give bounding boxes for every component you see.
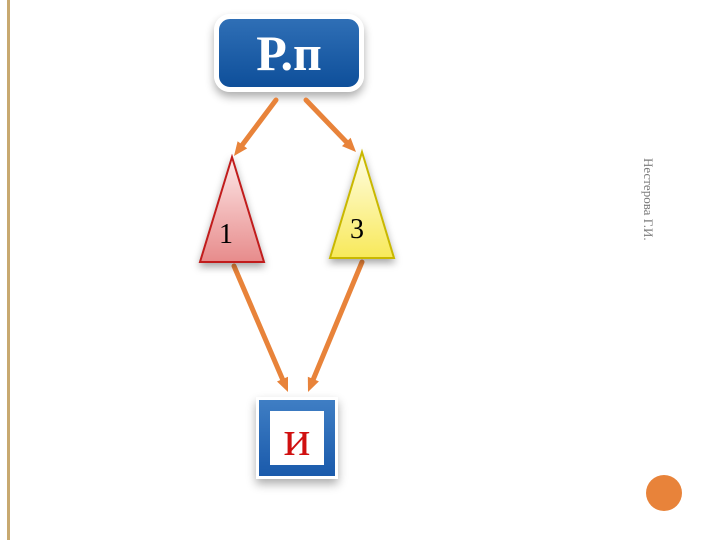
triangle-3-label: 3 [350, 214, 364, 246]
triangle-1-label: 1 [219, 219, 233, 251]
ending-letter: и [270, 411, 324, 465]
author-credit: Нестерова Г.И. [640, 158, 656, 241]
case-label-box: Р.п [214, 14, 364, 92]
triangle-3-shape [324, 146, 400, 264]
corner-dot [646, 475, 682, 511]
slide-stage: Р.п 1 3 и Нестерова Г.И. [0, 0, 720, 540]
triangle-3: 3 [324, 146, 400, 264]
ending-box: и [256, 397, 338, 479]
case-label-text: Р.п [256, 24, 322, 82]
left-rule [7, 0, 10, 540]
triangle-1: 1 [194, 151, 270, 268]
